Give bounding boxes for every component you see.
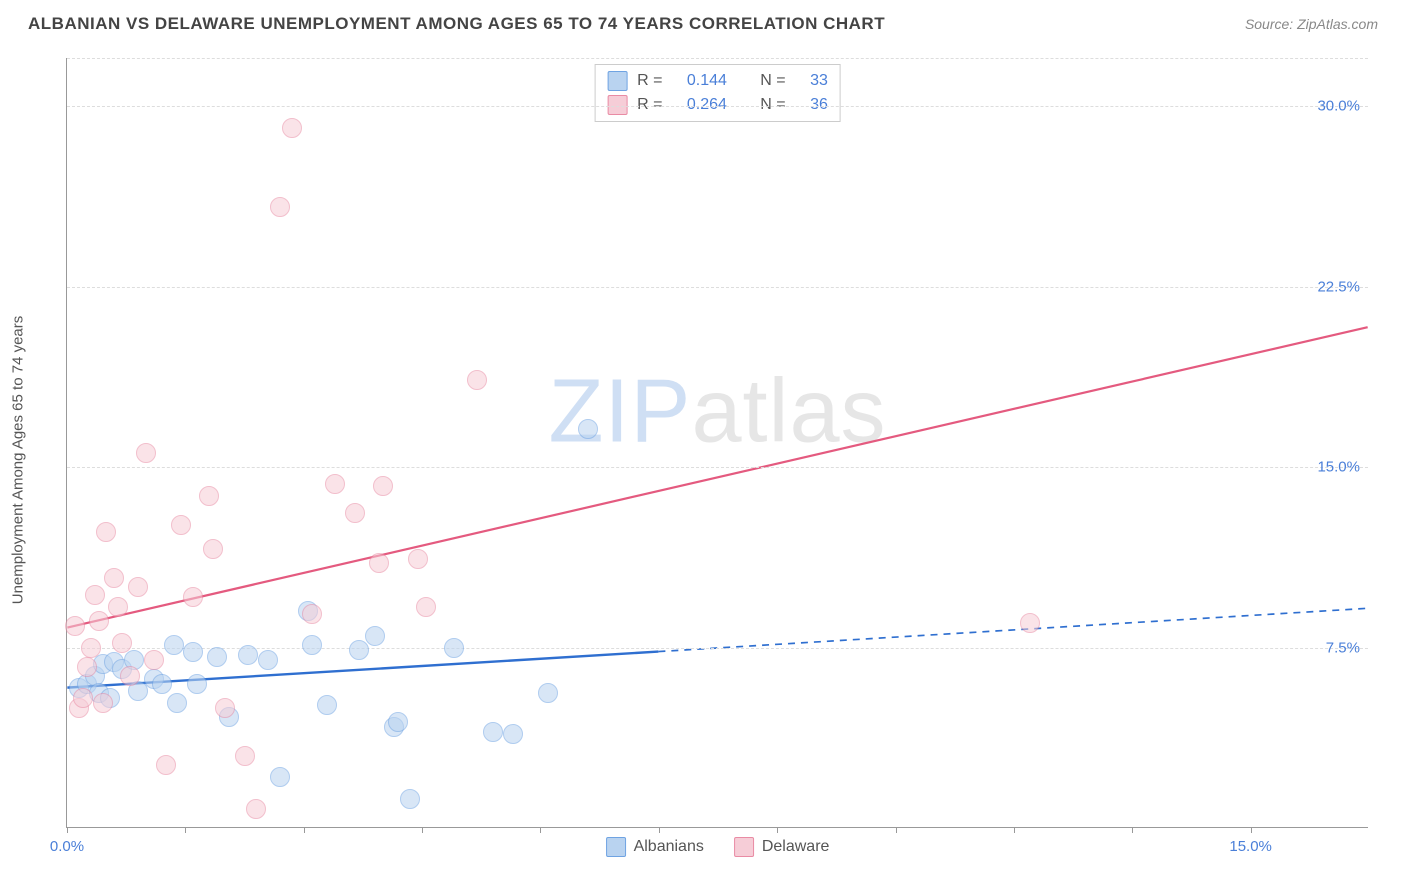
x-tick [896,827,897,833]
data-point [164,635,184,655]
data-point [369,553,389,573]
data-point [408,549,428,569]
trend-line [67,327,1367,627]
legend-swatch [607,95,627,115]
data-point [325,474,345,494]
data-point [215,698,235,718]
legend-swatch [734,837,754,857]
data-point [73,688,93,708]
x-tick [1251,827,1252,833]
data-point [108,597,128,617]
x-tick [304,827,305,833]
x-tick-label: 0.0% [50,838,84,855]
data-point [235,746,255,766]
data-point [238,645,258,665]
chart-container: Unemployment Among Ages 65 to 74 years Z… [28,50,1378,870]
x-tick [185,827,186,833]
data-point [81,638,101,658]
data-point [152,674,172,694]
data-point [120,666,140,686]
data-point [302,604,322,624]
data-point [77,657,97,677]
data-point [167,693,187,713]
data-point [400,789,420,809]
stats-legend: R = 0.144 N = 33R = 0.264 N = 36 [594,64,841,122]
x-tick [540,827,541,833]
data-point [104,568,124,588]
gridline [67,287,1368,288]
data-point [388,712,408,732]
data-point [183,587,203,607]
data-point [187,674,207,694]
data-point [85,585,105,605]
data-point [93,693,113,713]
data-point [365,626,385,646]
data-point [1020,613,1040,633]
data-point [199,486,219,506]
y-axis-label: Unemployment Among Ages 65 to 74 years [10,316,27,605]
data-point [416,597,436,617]
data-point [96,522,116,542]
data-point [373,476,393,496]
data-point [578,419,598,439]
data-point [144,650,164,670]
data-point [282,118,302,138]
data-point [112,633,132,653]
y-tick-label: 30.0% [1317,98,1360,115]
stats-legend-row: R = 0.264 N = 36 [607,93,828,117]
data-point [207,647,227,667]
data-point [203,539,223,559]
data-point [345,503,365,523]
data-point [171,515,191,535]
data-point [302,635,322,655]
gridline [67,467,1368,468]
data-point [467,370,487,390]
x-tick [1132,827,1133,833]
scatter-plot: ZIPatlas R = 0.144 N = 33R = 0.264 N = 3… [66,58,1368,828]
trend-line-dashed [658,608,1367,651]
data-point [246,799,266,819]
y-tick-label: 15.0% [1317,459,1360,476]
y-tick-label: 22.5% [1317,278,1360,295]
source-link[interactable]: ZipAtlas.com [1297,16,1378,32]
data-point [183,642,203,662]
data-point [270,767,290,787]
source-label: Source: ZipAtlas.com [1245,16,1378,32]
data-point [538,683,558,703]
gridline [67,106,1368,107]
data-point [349,640,369,660]
data-point [317,695,337,715]
data-point [65,616,85,636]
data-point [89,611,109,631]
x-tick [777,827,778,833]
data-point [444,638,464,658]
legend-swatch [607,71,627,91]
legend-swatch [606,837,626,857]
gridline [67,648,1368,649]
data-point [483,722,503,742]
x-tick [67,827,68,833]
stats-legend-row: R = 0.144 N = 33 [607,69,828,93]
data-point [128,577,148,597]
chart-title: ALBANIAN VS DELAWARE UNEMPLOYMENT AMONG … [28,14,885,34]
y-tick-label: 7.5% [1326,639,1360,656]
series-legend: Albanians Delaware [606,837,830,857]
data-point [156,755,176,775]
data-point [258,650,278,670]
x-tick [422,827,423,833]
data-point [136,443,156,463]
data-point [503,724,523,744]
legend-item: Albanians [606,837,704,857]
legend-item: Delaware [734,837,830,857]
data-point [270,197,290,217]
x-tick [1014,827,1015,833]
x-tick-label: 15.0% [1229,838,1272,855]
x-tick [659,827,660,833]
